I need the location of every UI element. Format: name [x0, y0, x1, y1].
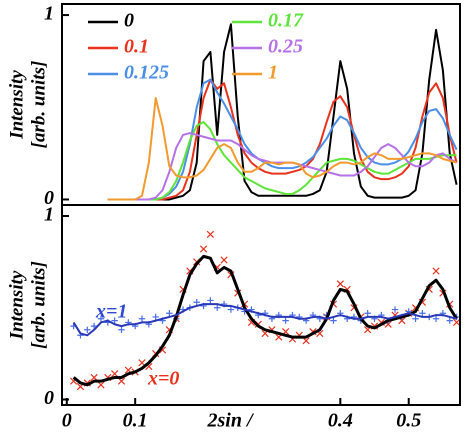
- y-tick-label: 1: [44, 3, 54, 25]
- series-line: [107, 121, 457, 201]
- data-point: [199, 245, 208, 253]
- data-point: [214, 304, 221, 311]
- series-line: [107, 132, 458, 201]
- data-point: [419, 310, 426, 317]
- annotation: x=0: [147, 368, 179, 390]
- y-tick-label: 0: [44, 387, 54, 409]
- data-point: [90, 373, 98, 382]
- data-point: [206, 230, 215, 238]
- data-point: [97, 315, 105, 322]
- data-point: [446, 317, 453, 324]
- legend-label: 0.1: [124, 36, 149, 58]
- data-point: [336, 280, 344, 288]
- series-line: [72, 303, 457, 337]
- series-line: [72, 254, 458, 387]
- y-axis-label: Intensity: [6, 270, 27, 340]
- legend-label: 0: [124, 10, 134, 32]
- data-point: [118, 326, 125, 333]
- x-tick-label: 0.4: [328, 410, 353, 432]
- x-tick-label: 0: [62, 410, 72, 432]
- plot-area: [70, 230, 460, 391]
- data-point: [111, 370, 119, 378]
- data-point: [193, 299, 200, 306]
- y-tick-label: 1: [44, 204, 54, 226]
- annotation: x=1: [95, 301, 127, 323]
- y-axis-label: [arb. units]: [28, 261, 49, 349]
- data-point: [364, 310, 371, 317]
- data-point: [138, 315, 146, 322]
- y-axis-label: [arb. units]: [28, 61, 49, 149]
- data-point: [432, 315, 440, 322]
- plot-frame: [61, 204, 461, 406]
- x-tick-label: 0.1: [123, 410, 148, 432]
- data-point: [391, 306, 399, 313]
- data-point: [227, 306, 235, 313]
- data-point: [117, 377, 126, 385]
- y-tick-label: 0: [44, 187, 54, 209]
- data-point: [166, 310, 173, 317]
- x-tick-label: 0.5: [396, 410, 421, 432]
- data-point: [412, 315, 419, 322]
- series-line: [107, 78, 458, 201]
- data-point: [84, 326, 91, 333]
- x-axis-label: 2sin /: [206, 410, 254, 432]
- data-point: [432, 267, 440, 275]
- data-point: [220, 256, 228, 264]
- series-line: [107, 78, 458, 201]
- y-axis-label: Intensity: [6, 70, 27, 140]
- data-point: [330, 317, 337, 324]
- data-point: [282, 317, 289, 324]
- plot-area: [107, 23, 458, 201]
- legend-label: 0.17: [268, 10, 304, 32]
- data-point: [452, 318, 460, 327]
- legend-label: 0.25: [268, 36, 303, 58]
- legend-label: 1: [268, 62, 278, 84]
- series-line: [107, 97, 457, 201]
- data-point: [111, 317, 118, 324]
- legend-label: 0.125: [124, 62, 169, 84]
- data-point: [302, 337, 310, 345]
- data-point: [207, 297, 214, 304]
- data-point: [152, 313, 159, 321]
- data-point: [97, 381, 105, 389]
